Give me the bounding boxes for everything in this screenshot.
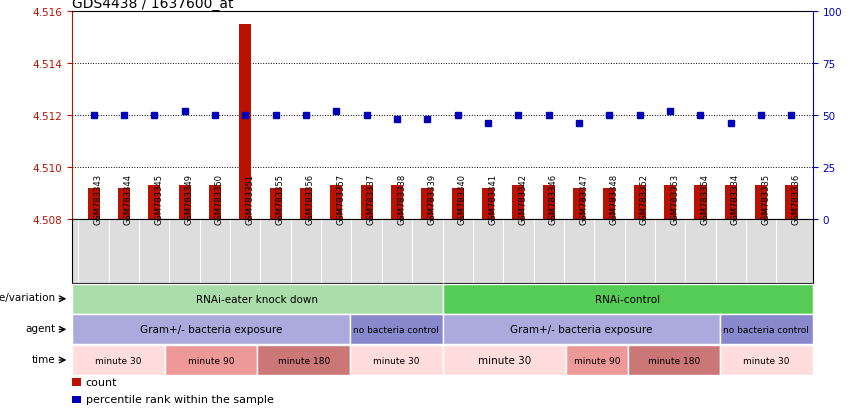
Bar: [88, 188, 100, 219]
Bar: [543, 186, 555, 219]
Bar: [72, 396, 82, 403]
Text: minute 90: minute 90: [574, 356, 620, 365]
Bar: [603, 188, 615, 219]
Text: GSM783336: GSM783336: [791, 173, 801, 224]
Bar: [361, 186, 373, 219]
Bar: [179, 186, 191, 219]
Text: RNAi-control: RNAi-control: [595, 294, 660, 304]
Text: GSM783341: GSM783341: [488, 173, 497, 224]
Text: time: time: [31, 354, 55, 363]
Bar: [148, 186, 160, 219]
Text: Gram+/- bacteria exposure: Gram+/- bacteria exposure: [510, 325, 653, 335]
Bar: [72, 378, 82, 386]
Text: genotype/variation: genotype/variation: [0, 292, 55, 302]
Text: GSM783343: GSM783343: [94, 173, 103, 224]
Text: minute 180: minute 180: [277, 356, 330, 365]
Text: GSM783352: GSM783352: [640, 173, 648, 224]
Text: GSM783355: GSM783355: [276, 173, 284, 224]
Bar: [725, 186, 737, 219]
Text: GSM783346: GSM783346: [549, 173, 557, 224]
Bar: [452, 188, 464, 219]
Text: RNAi-eater knock down: RNAi-eater knock down: [197, 294, 318, 304]
Bar: [634, 186, 646, 219]
Text: minute 30: minute 30: [373, 356, 420, 365]
Text: GSM783350: GSM783350: [215, 173, 224, 224]
Bar: [664, 186, 677, 219]
Bar: [117, 188, 130, 219]
Text: GSM783353: GSM783353: [670, 173, 679, 224]
Text: GSM783338: GSM783338: [397, 173, 406, 224]
Text: Gram+/- bacteria exposure: Gram+/- bacteria exposure: [140, 325, 283, 335]
Text: count: count: [86, 377, 117, 387]
Text: GSM783335: GSM783335: [761, 173, 770, 224]
Bar: [300, 188, 312, 219]
Text: GSM783345: GSM783345: [154, 173, 163, 224]
Text: minute 30: minute 30: [95, 356, 142, 365]
Bar: [421, 188, 433, 219]
Bar: [755, 186, 768, 219]
Text: GSM783354: GSM783354: [700, 173, 710, 224]
Text: no bacteria control: no bacteria control: [353, 325, 439, 334]
Bar: [239, 25, 251, 219]
Bar: [270, 188, 282, 219]
Text: GSM783344: GSM783344: [124, 173, 133, 224]
Text: GSM783337: GSM783337: [367, 173, 375, 224]
Text: no bacteria control: no bacteria control: [723, 325, 809, 334]
Text: GSM783356: GSM783356: [306, 173, 315, 224]
Text: minute 90: minute 90: [188, 356, 234, 365]
Bar: [512, 186, 524, 219]
Text: GSM783357: GSM783357: [336, 173, 346, 224]
Text: GDS4438 / 1637600_at: GDS4438 / 1637600_at: [72, 0, 234, 12]
Text: GSM783351: GSM783351: [245, 173, 254, 224]
Text: minute 30: minute 30: [477, 355, 531, 365]
Bar: [573, 188, 585, 219]
Text: agent: agent: [25, 323, 55, 333]
Bar: [330, 186, 342, 219]
Text: GSM783348: GSM783348: [609, 173, 619, 224]
Text: GSM783347: GSM783347: [579, 173, 588, 224]
Text: minute 180: minute 180: [648, 356, 700, 365]
Bar: [391, 186, 403, 219]
Text: GSM783339: GSM783339: [427, 173, 437, 224]
Text: minute 30: minute 30: [743, 356, 790, 365]
Bar: [482, 188, 494, 219]
Text: GSM783340: GSM783340: [458, 173, 466, 224]
Bar: [694, 186, 706, 219]
Bar: [208, 186, 221, 219]
Text: GSM783334: GSM783334: [731, 173, 740, 224]
Bar: [785, 186, 797, 219]
Text: GSM783349: GSM783349: [185, 173, 194, 224]
Text: GSM783342: GSM783342: [518, 173, 528, 224]
Text: percentile rank within the sample: percentile rank within the sample: [86, 394, 274, 404]
